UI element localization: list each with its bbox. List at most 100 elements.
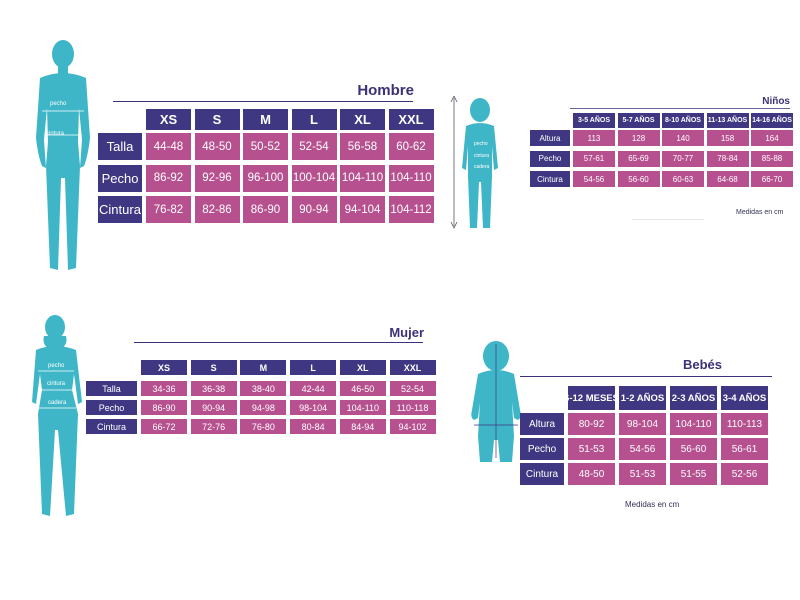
table-cell: 113	[573, 130, 615, 146]
table-cell: 104-110	[388, 164, 434, 192]
row-label: Pecho	[520, 438, 564, 460]
table-cell: 51-53	[619, 463, 666, 485]
table-cell: 86-90	[141, 400, 187, 415]
table-cell: 72-76	[190, 419, 237, 434]
size-header: 3-5 AÑOS	[573, 113, 615, 128]
table-cell: 110-118	[389, 400, 436, 415]
table-cell: 86-92	[146, 164, 191, 192]
hombre-title: Hombre	[357, 82, 414, 99]
table-cell: 128	[617, 130, 660, 146]
table-cell: 56-60	[617, 171, 660, 187]
table-cell: 56-60	[670, 438, 717, 460]
table-cell: 52-54	[291, 133, 337, 160]
mujer-title: Mujer	[389, 325, 424, 340]
size-header: 1-2 AÑOS	[619, 386, 666, 410]
table-cell: 54-56	[573, 171, 615, 187]
ninos-title-rule	[570, 108, 790, 109]
row-label: Cintura	[530, 171, 570, 187]
table-cell: 66-70	[751, 171, 793, 187]
table-cell: 84-94	[339, 419, 386, 434]
table-cell: 51-55	[670, 463, 717, 485]
table-cell: 64-68	[706, 171, 749, 187]
table-cell: 36-38	[190, 381, 237, 396]
table-cell: 104-112	[388, 196, 434, 223]
table-cell: 104-110	[339, 400, 386, 415]
table-cell: 60-63	[662, 171, 704, 187]
size-header: XS	[146, 109, 191, 130]
table-cell: 38-40	[240, 381, 287, 396]
ninos-units-note: Medidas en cm	[736, 209, 784, 216]
table-cell: 70-77	[662, 150, 704, 167]
table-cell: 98-104	[290, 400, 337, 415]
table-cell: 92-96	[194, 164, 240, 192]
table-cell: 94-104	[340, 196, 385, 223]
table-cell: 48-50	[194, 133, 240, 160]
table-cell: 46-50	[339, 381, 386, 396]
table-cell: 52-56	[721, 463, 768, 485]
man-waist-label: cintura	[46, 131, 65, 137]
bebes-title: Bebés	[682, 357, 722, 372]
size-header: XS	[141, 360, 187, 375]
row-label: Talla	[98, 133, 142, 160]
table-cell: 52-54	[389, 381, 436, 396]
size-header: 6-12 MESES	[568, 386, 615, 410]
table-cell: 78-84	[706, 150, 749, 167]
row-label: Cintura	[98, 196, 142, 223]
hombre-title-rule	[113, 101, 413, 102]
woman-hip-label: cadera	[48, 400, 67, 406]
table-cell: 90-94	[190, 400, 237, 415]
row-label: Pecho	[86, 400, 137, 415]
size-header: M	[243, 109, 288, 130]
row-label: Altura	[520, 413, 564, 435]
child-hip-label: cadera	[474, 164, 490, 170]
table-cell: 42-44	[290, 381, 337, 396]
table-cell: 76-82	[146, 196, 191, 223]
table-cell: 86-90	[243, 196, 288, 223]
table-cell: 96-100	[243, 164, 288, 192]
row-label: Cintura	[520, 463, 564, 485]
table-cell: 85-88	[751, 150, 793, 167]
table-cell: 80-84	[290, 419, 337, 434]
mujer-title-rule	[134, 342, 423, 343]
table-cell: 140	[662, 130, 704, 146]
woman-waist-label: cintura	[47, 381, 66, 387]
table-cell: 158	[706, 130, 749, 146]
table-cell: 98-104	[619, 413, 666, 435]
table-cell: 80-92	[568, 413, 615, 435]
size-header: XL	[340, 109, 385, 130]
row-label: Cintura	[86, 419, 137, 434]
table-cell: 90-94	[291, 196, 337, 223]
table-cell: 66-72	[141, 419, 187, 434]
ninos-title: Niños	[762, 96, 790, 107]
table-cell: 57-61	[573, 150, 615, 167]
table-cell: 65-69	[617, 150, 660, 167]
table-cell: 164	[751, 130, 793, 146]
man-chest-label: pecho	[50, 101, 67, 107]
table-cell: 51-53	[568, 438, 615, 460]
size-header: S	[190, 360, 237, 375]
size-header: S	[194, 109, 240, 130]
child-waist-label: cintura	[474, 153, 490, 159]
size-header: 2-3 AÑOS	[670, 386, 717, 410]
table-cell: 48-50	[568, 463, 615, 485]
row-label: Talla	[86, 381, 137, 396]
size-header: 3-4 AÑOS	[721, 386, 768, 410]
table-cell: 60-62	[388, 133, 434, 160]
size-header: L	[291, 109, 337, 130]
size-header: 11-13 AÑOS	[706, 113, 749, 128]
table-cell: 110-113	[721, 413, 768, 435]
size-header: XXL	[388, 109, 434, 130]
size-header: L	[290, 360, 337, 375]
size-header: XL	[339, 360, 386, 375]
size-header: 14-16 AÑOS	[751, 113, 793, 128]
table-cell: 50-52	[243, 133, 288, 160]
size-header: 8-10 AÑOS	[662, 113, 704, 128]
size-header: M	[240, 360, 287, 375]
table-cell: 54-56	[619, 438, 666, 460]
baby-silhouette	[468, 340, 524, 464]
ninos-faint-rule	[632, 219, 704, 220]
man-silhouette	[28, 38, 98, 274]
bebes-units-note: Medidas en cm	[625, 500, 680, 509]
bebes-title-rule	[520, 376, 772, 377]
table-cell: 34-36	[141, 381, 187, 396]
